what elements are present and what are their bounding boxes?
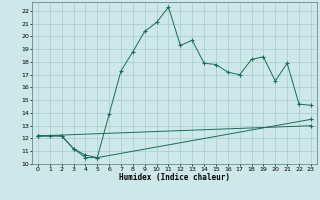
X-axis label: Humidex (Indice chaleur): Humidex (Indice chaleur): [119, 173, 230, 182]
